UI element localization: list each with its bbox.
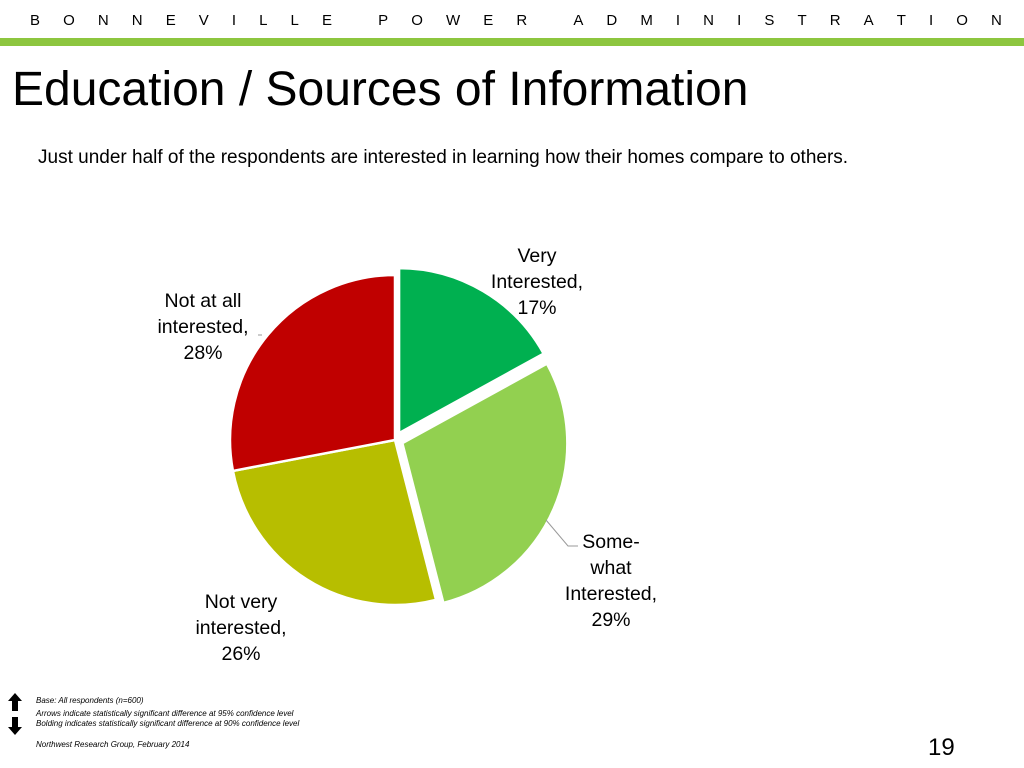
org-letter: L	[259, 12, 268, 29]
org-letter: T	[797, 12, 807, 29]
pie-slice	[400, 361, 569, 605]
pie-slice	[231, 438, 438, 607]
pie-slice-label: Not very interested, 26%	[195, 591, 286, 665]
org-letter: I	[231, 12, 237, 29]
pie-slice-label: Very Interested, 17%	[491, 245, 583, 319]
org-letter: I	[928, 12, 934, 29]
org-letter: B	[30, 12, 41, 29]
org-letter: D	[606, 12, 618, 29]
org-letter: E	[321, 12, 332, 29]
org-letter: E	[483, 12, 494, 29]
org-letter: P	[378, 12, 389, 29]
org-letter: W	[445, 12, 461, 29]
pie-slice-label: Not at all interested, 28%	[157, 290, 248, 364]
org-letter: O	[63, 12, 75, 29]
org-letter: V	[198, 12, 209, 29]
org-letter: O	[411, 12, 423, 29]
org-letter: E	[165, 12, 176, 29]
footnote-bolding: Bolding indicates statistically signific…	[36, 719, 300, 728]
arrow-down-icon	[8, 717, 22, 735]
label-leader-line	[545, 519, 578, 547]
org-letter: A	[573, 12, 584, 29]
footnote-arrows: Arrows indicate statistically significan…	[36, 709, 294, 718]
page-number: 19	[928, 734, 955, 761]
org-letter: N	[990, 12, 1002, 29]
slide-title: Education / Sources of Information	[12, 63, 749, 116]
header-accent-bar	[0, 38, 1024, 46]
org-letter: N	[131, 12, 143, 29]
org-letter: N	[703, 12, 715, 29]
arrow-up-icon	[8, 693, 22, 711]
org-letter: M	[640, 12, 653, 29]
slide-subtitle: Just under half of the respondents are i…	[38, 147, 849, 168]
org-letter: A	[863, 12, 874, 29]
org-letter: T	[896, 12, 906, 29]
org-letter: N	[97, 12, 109, 29]
footnote-base: Base: All respondents (n=600)	[36, 696, 144, 705]
org-letter: O	[956, 12, 968, 29]
org-letter: R	[829, 12, 841, 29]
pie-slice-label: Some-what Interested, 29%	[565, 531, 657, 631]
org-letter: I	[675, 12, 681, 29]
footnote-source: Northwest Research Group, February 2014	[36, 740, 190, 749]
org-letter: S	[764, 12, 775, 29]
org-letter: I	[737, 12, 742, 29]
pie-slice	[228, 273, 397, 473]
org-letter: R	[516, 12, 528, 29]
pie-slice	[397, 266, 546, 436]
org-letter: L	[290, 12, 299, 29]
